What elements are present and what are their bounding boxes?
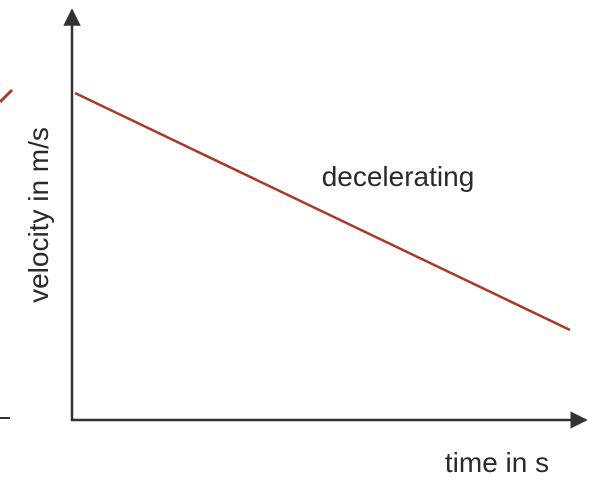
fragment-line bbox=[0, 88, 14, 104]
velocity-line bbox=[74, 91, 571, 332]
annotation: decelerating bbox=[322, 161, 475, 192]
x-axis-label: time in s bbox=[445, 447, 549, 478]
y-axis-label: velocity in m/s bbox=[23, 127, 54, 303]
